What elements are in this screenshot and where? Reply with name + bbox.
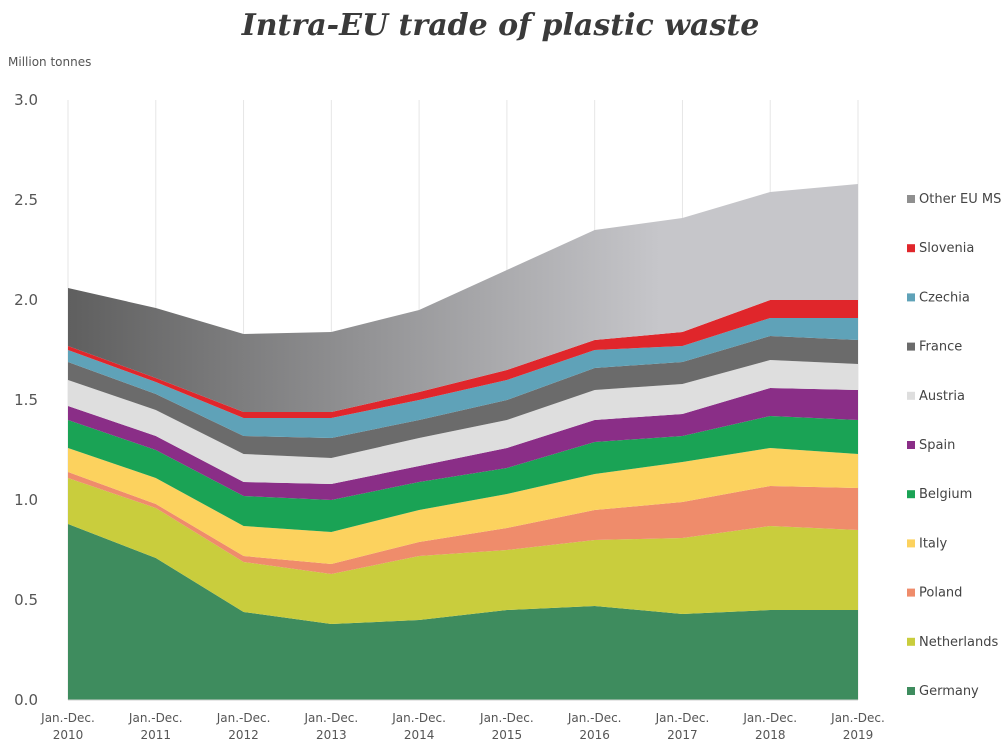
y-tick-label: 0.5 bbox=[14, 591, 38, 609]
y-tick-label: 0.0 bbox=[14, 691, 38, 709]
y-tick-label: 3.0 bbox=[14, 91, 38, 109]
legend-label-czechia: Czechia bbox=[919, 290, 970, 305]
area-series bbox=[68, 184, 858, 700]
legend-swatch-other-eu-ms bbox=[907, 195, 915, 203]
x-tick-label: Jan.-Dec. 2011 bbox=[128, 711, 183, 742]
x-tick-label: Jan.-Dec. 2012 bbox=[216, 711, 271, 742]
y-tick-label: 2.5 bbox=[14, 191, 38, 209]
legend-swatch-france bbox=[907, 343, 915, 351]
legend-swatch-italy bbox=[907, 539, 915, 547]
legend-swatch-germany bbox=[907, 687, 915, 695]
legend-label-austria: Austria bbox=[919, 389, 965, 404]
y-tick-label: 1.0 bbox=[14, 491, 38, 509]
x-tick-label: Jan.-Dec. 2016 bbox=[567, 711, 622, 742]
legend-swatch-netherlands bbox=[907, 638, 915, 646]
x-tick-label: Jan.-Dec. 2017 bbox=[655, 711, 710, 742]
legend-label-netherlands: Netherlands bbox=[919, 635, 998, 650]
x-tick-label: Jan.-Dec. 2010 bbox=[40, 711, 95, 742]
legend-label-other-eu-ms: Other EU MS bbox=[919, 192, 1001, 207]
x-tick-label: Jan.-Dec. 2019 bbox=[830, 711, 885, 742]
legend-label-poland: Poland bbox=[919, 586, 962, 601]
legend-swatch-austria bbox=[907, 392, 915, 400]
legend-label-spain: Spain bbox=[919, 438, 955, 453]
y-tick-label: 2.0 bbox=[14, 291, 38, 309]
legend-label-germany: Germany bbox=[919, 684, 979, 699]
legend: Other EU MS Slovenia Czechia France Austria S… bbox=[907, 192, 1001, 699]
legend-swatch-belgium bbox=[907, 490, 915, 498]
legend-label-belgium: Belgium bbox=[919, 487, 972, 502]
legend-swatch-poland bbox=[907, 589, 915, 597]
y-tick-label: 1.5 bbox=[14, 391, 38, 409]
legend-label-france: France bbox=[919, 340, 962, 355]
legend-swatch-czechia bbox=[907, 293, 915, 301]
x-tick-label: Jan.-Dec. 2013 bbox=[303, 711, 358, 742]
x-tick-label: Jan.-Dec. 2015 bbox=[479, 711, 534, 742]
legend-swatch-spain bbox=[907, 441, 915, 449]
x-tick-label: Jan.-Dec. 2014 bbox=[391, 711, 446, 742]
x-tick-label: Jan.-Dec. 2018 bbox=[742, 711, 797, 742]
legend-label-italy: Italy bbox=[919, 536, 948, 551]
legend-label-slovenia: Slovenia bbox=[919, 241, 974, 256]
legend-swatch-slovenia bbox=[907, 244, 915, 252]
